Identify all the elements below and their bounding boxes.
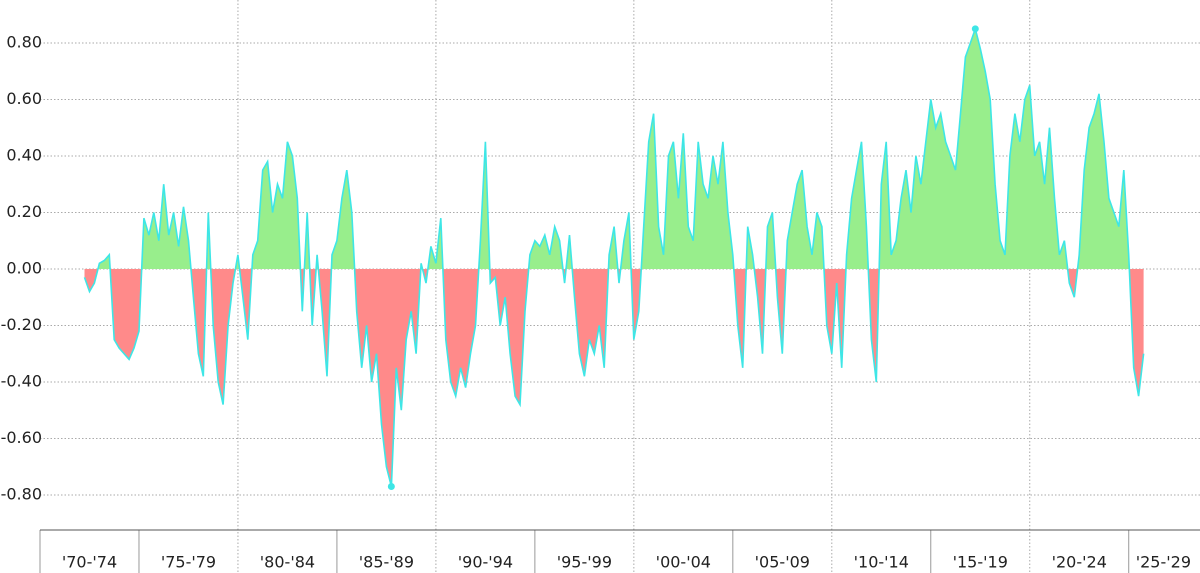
x-tick-label: '10-'14 [854, 553, 909, 572]
x-tick-label: '75-'79 [161, 553, 216, 572]
y-tick-label: -0.20 [1, 315, 42, 334]
extreme-marker [387, 482, 395, 490]
x-tick-label: '20-'24 [1052, 553, 1107, 572]
y-tick-label: 0.20 [6, 202, 42, 221]
x-tick-label: '25-'29 [1136, 553, 1191, 572]
y-tick-label: -0.60 [1, 428, 42, 447]
x-tick-label: '85-'89 [359, 553, 414, 572]
x-tick-label: '95-'99 [557, 553, 612, 572]
y-tick-label: -0.40 [1, 371, 42, 390]
extreme-marker [971, 25, 979, 33]
series-line [83, 26, 1145, 487]
x-tick-label: '70-'74 [62, 553, 117, 572]
x-tick-label: '80-'84 [260, 553, 315, 572]
x-tick-label: '05-'09 [755, 553, 810, 572]
y-tick-label: 0.40 [6, 145, 42, 164]
y-tick-label: 0.00 [6, 258, 42, 277]
positive-area [84, 28, 1144, 269]
x-tick-label: '15-'19 [953, 553, 1008, 572]
y-tick-label: 0.80 [6, 32, 42, 51]
x-tick-label: '90-'94 [458, 553, 513, 572]
y-tick-label: -0.80 [1, 484, 42, 503]
x-tick-label: '00-'04 [656, 553, 711, 572]
y-tick-label: 0.60 [6, 89, 42, 108]
